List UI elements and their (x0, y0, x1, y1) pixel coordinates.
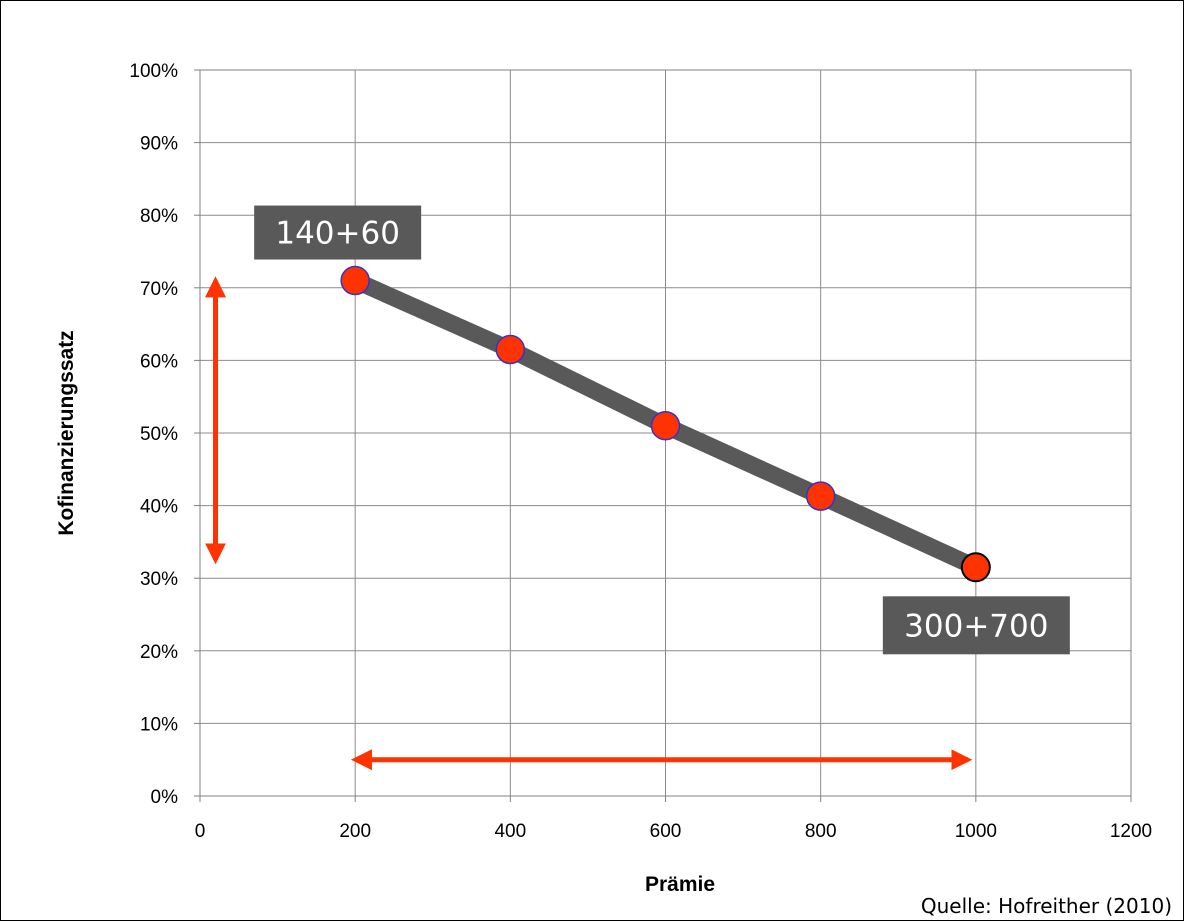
annotation-label: 300+700 (904, 608, 1048, 644)
x-tick-label: 200 (339, 821, 371, 842)
data-point (805, 481, 836, 511)
x-tick-label: 1200 (1110, 821, 1152, 842)
data-point (495, 334, 526, 365)
data-point (960, 552, 991, 583)
y-tick-label: 40% (140, 497, 178, 518)
annotation-box (254, 205, 422, 260)
y-tick-label: 20% (140, 642, 178, 663)
annotation-label: 140+60 (275, 216, 400, 252)
x-tick-label: 1000 (955, 821, 997, 842)
series (340, 265, 991, 583)
x-tick-label: 400 (494, 821, 526, 842)
y-tick-label: 70% (140, 279, 178, 300)
y-tick-label: 50% (140, 424, 178, 445)
y-tick-label: 10% (140, 714, 178, 735)
annotations: 140+60 300+700 (254, 205, 1070, 655)
x-tick-label: 800 (805, 821, 837, 842)
x-tick-label: 0 (195, 821, 206, 842)
y-tick-label: 100% (129, 61, 178, 82)
source-note: Quelle: Hofreither (2010) (921, 894, 1172, 918)
y-tick-label: 80% (140, 206, 178, 227)
range-arrows (205, 276, 973, 771)
data-point (340, 265, 370, 296)
y-tick-label: 0% (151, 787, 179, 808)
y-axis-ticks: 0% 10% 20% 30% 40% 50% 60% 70% 80% 90% 100% (129, 61, 200, 808)
x-axis-ticks: 0 200 400 600 800 1000 1200 (195, 796, 1152, 842)
x-axis-title: Prämie (645, 873, 715, 896)
y-axis-title: Kofinanzierungssatz (55, 330, 78, 535)
y-tick-label: 30% (140, 569, 178, 590)
x-tick-label: 600 (650, 821, 682, 842)
y-tick-label: 90% (140, 134, 178, 155)
y-tick-label: 60% (140, 351, 178, 372)
annotation-box (882, 596, 1070, 655)
data-point (650, 410, 681, 441)
